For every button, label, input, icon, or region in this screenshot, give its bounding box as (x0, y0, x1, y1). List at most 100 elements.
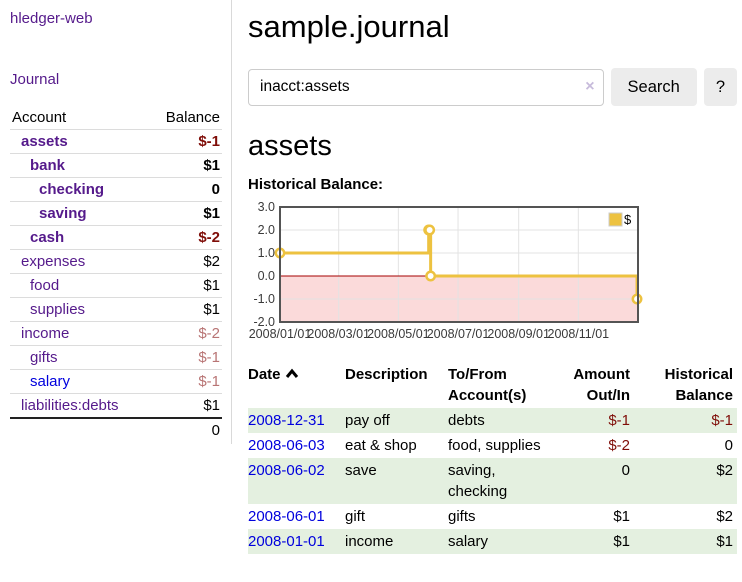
register-cell-description: gift (345, 508, 366, 525)
accounts-balance-table: Account Balance assets $-1 bank $1 checking 0… (10, 106, 222, 442)
account-row: saving $1 (10, 201, 222, 226)
data-point-marker (425, 270, 437, 282)
sidebar-account-income[interactable]: income (21, 325, 70, 342)
register-cell-balance: $2 (716, 508, 733, 525)
account-balance: $-2 (198, 325, 220, 342)
register-cell-amount: $-2 (608, 437, 630, 454)
sidebar: hledger-web Journal Account Balance asse… (0, 0, 232, 444)
register-row: 2008-12-31 pay off debts $-1 $-1 (248, 408, 737, 433)
register-cell-accounts: food, supplies (448, 437, 541, 454)
register-cell-amount: $-1 (554, 408, 640, 433)
account-balance: $1 (203, 205, 220, 222)
register-cell-amount: $1 (613, 508, 630, 525)
register-header-historical-balance[interactable]: Historical Balance (664, 366, 733, 404)
account-row: cash $-2 (10, 225, 222, 250)
register-row: 2008-06-02 save saving, checking 0 $2 (248, 458, 737, 504)
account-row: gifts $-1 (10, 345, 222, 370)
sidebar-account-supplies[interactable]: supplies (30, 301, 86, 318)
x-tick-label: 2008/01/01 (249, 327, 312, 341)
account-row: assets $-1 (10, 129, 222, 154)
sidebar-account-gifts[interactable]: gifts (30, 349, 58, 366)
search-input[interactable] (248, 68, 604, 106)
register-cell-date: 2008-01-01 (248, 529, 345, 554)
register-cell-description: eat & shop (345, 437, 417, 454)
account-balance: $1 (203, 157, 220, 174)
y-tick-label: 1.0 (258, 246, 275, 260)
search-form: × Search ? (248, 68, 737, 106)
x-tick-label: 2008/09/01 (487, 327, 550, 341)
y-tick-label: 0.0 (258, 269, 275, 283)
register-cell-balance: $1 (640, 529, 737, 554)
register-cell-amount: $1 (554, 529, 640, 554)
search-help-button[interactable]: ? (703, 68, 737, 106)
sidebar-account-saving[interactable]: saving (39, 205, 87, 222)
account-balance: 0 (211, 181, 220, 198)
sidebar-account-salary[interactable]: salary (30, 373, 71, 390)
y-tick-label: 3.0 (258, 200, 275, 214)
y-tick-label: -2.0 (253, 315, 275, 329)
account-balance: $2 (203, 253, 220, 270)
sidebar-account-food[interactable]: food (30, 277, 60, 294)
transaction-date-link[interactable]: 2008-12-31 (248, 412, 325, 429)
search-button[interactable]: Search (610, 68, 697, 106)
account-balance: $-2 (198, 229, 220, 246)
register-cell-date: 2008-06-01 (248, 504, 345, 529)
register-cell-description: pay off (345, 408, 448, 433)
register-cell-amount: 0 (554, 458, 640, 504)
accounts-total-balance: 0 (147, 417, 222, 442)
account-row: supplies $1 (10, 297, 222, 322)
register-cell-accounts: debts (448, 408, 554, 433)
sidebar-account-assets[interactable]: assets (21, 133, 68, 150)
transaction-date-link[interactable]: 2008-01-01 (248, 533, 325, 550)
chart-heading: Historical Balance: (248, 176, 384, 193)
accounts-total-spacer (10, 417, 148, 442)
app-brand-link[interactable]: hledger-web (10, 10, 93, 27)
x-tick-label: 2008/05/01 (367, 327, 430, 341)
account-row: salary $-1 (10, 369, 222, 394)
register-row: 2008-06-01 gift gifts $1 $2 (248, 504, 737, 529)
page-title: sample.journal (248, 9, 450, 44)
register-cell-balance: 0 (724, 437, 733, 454)
nav-journal-link[interactable]: Journal (10, 71, 60, 88)
account-row: food $1 (10, 273, 222, 298)
sidebar-account-bank[interactable]: bank (30, 157, 66, 174)
transaction-date-link[interactable]: 2008-06-03 (248, 437, 325, 454)
register-header-amount-out-in[interactable]: Amount Out/In (573, 366, 630, 404)
data-point-marker (424, 224, 436, 236)
search-input-wrap: × (248, 68, 604, 106)
accounts-header-balance: Balance (165, 109, 220, 126)
account-balance: $-1 (198, 349, 220, 366)
account-row: income $-2 (10, 321, 222, 346)
sidebar-account-liabilities-debts[interactable]: liabilities:debts (21, 397, 119, 414)
accounts-total-row: 0 (10, 417, 222, 442)
account-balance: $-1 (198, 133, 220, 150)
register-table-header: Date Description To/From Account(s) Amount … (248, 362, 737, 408)
register-header-to-from-account-s-[interactable]: To/From Account(s) (448, 366, 527, 404)
register-row: 2008-01-01 income salary $1 $1 (248, 529, 737, 554)
sidebar-account-checking[interactable]: checking (39, 181, 105, 198)
accounts-table-header: Account Balance (10, 106, 222, 130)
register-cell-date: 2008-06-02 (248, 458, 345, 504)
account-balance: $1 (203, 277, 220, 294)
register-header-date[interactable]: Date (248, 362, 345, 408)
clear-search-icon[interactable]: × (585, 77, 595, 95)
sidebar-account-expenses[interactable]: expenses (21, 253, 86, 270)
register-cell-description: save (345, 458, 448, 504)
legend-label: $ (624, 212, 632, 227)
account-row: checking 0 (10, 177, 222, 202)
main-content: sample.journal × Search ? assets Histori… (248, 0, 737, 554)
legend-swatch (608, 212, 623, 227)
sidebar-account-cash[interactable]: cash (30, 229, 65, 246)
x-tick-label: 2008/03/01 (307, 327, 370, 341)
register-header-description[interactable]: Description (345, 366, 428, 383)
transaction-date-link[interactable]: 2008-06-01 (248, 508, 325, 525)
x-tick-label: 2008/11/01 (548, 327, 610, 341)
account-balance: $1 (203, 397, 220, 414)
plot-border (279, 206, 639, 323)
register-cell-accounts: salary (448, 529, 554, 554)
account-row: expenses $2 (10, 249, 222, 274)
y-tick-label: 2.0 (258, 223, 275, 237)
register-cell-description: income (345, 529, 448, 554)
account-row: bank $1 (10, 153, 222, 178)
transaction-date-link[interactable]: 2008-06-02 (248, 462, 325, 479)
